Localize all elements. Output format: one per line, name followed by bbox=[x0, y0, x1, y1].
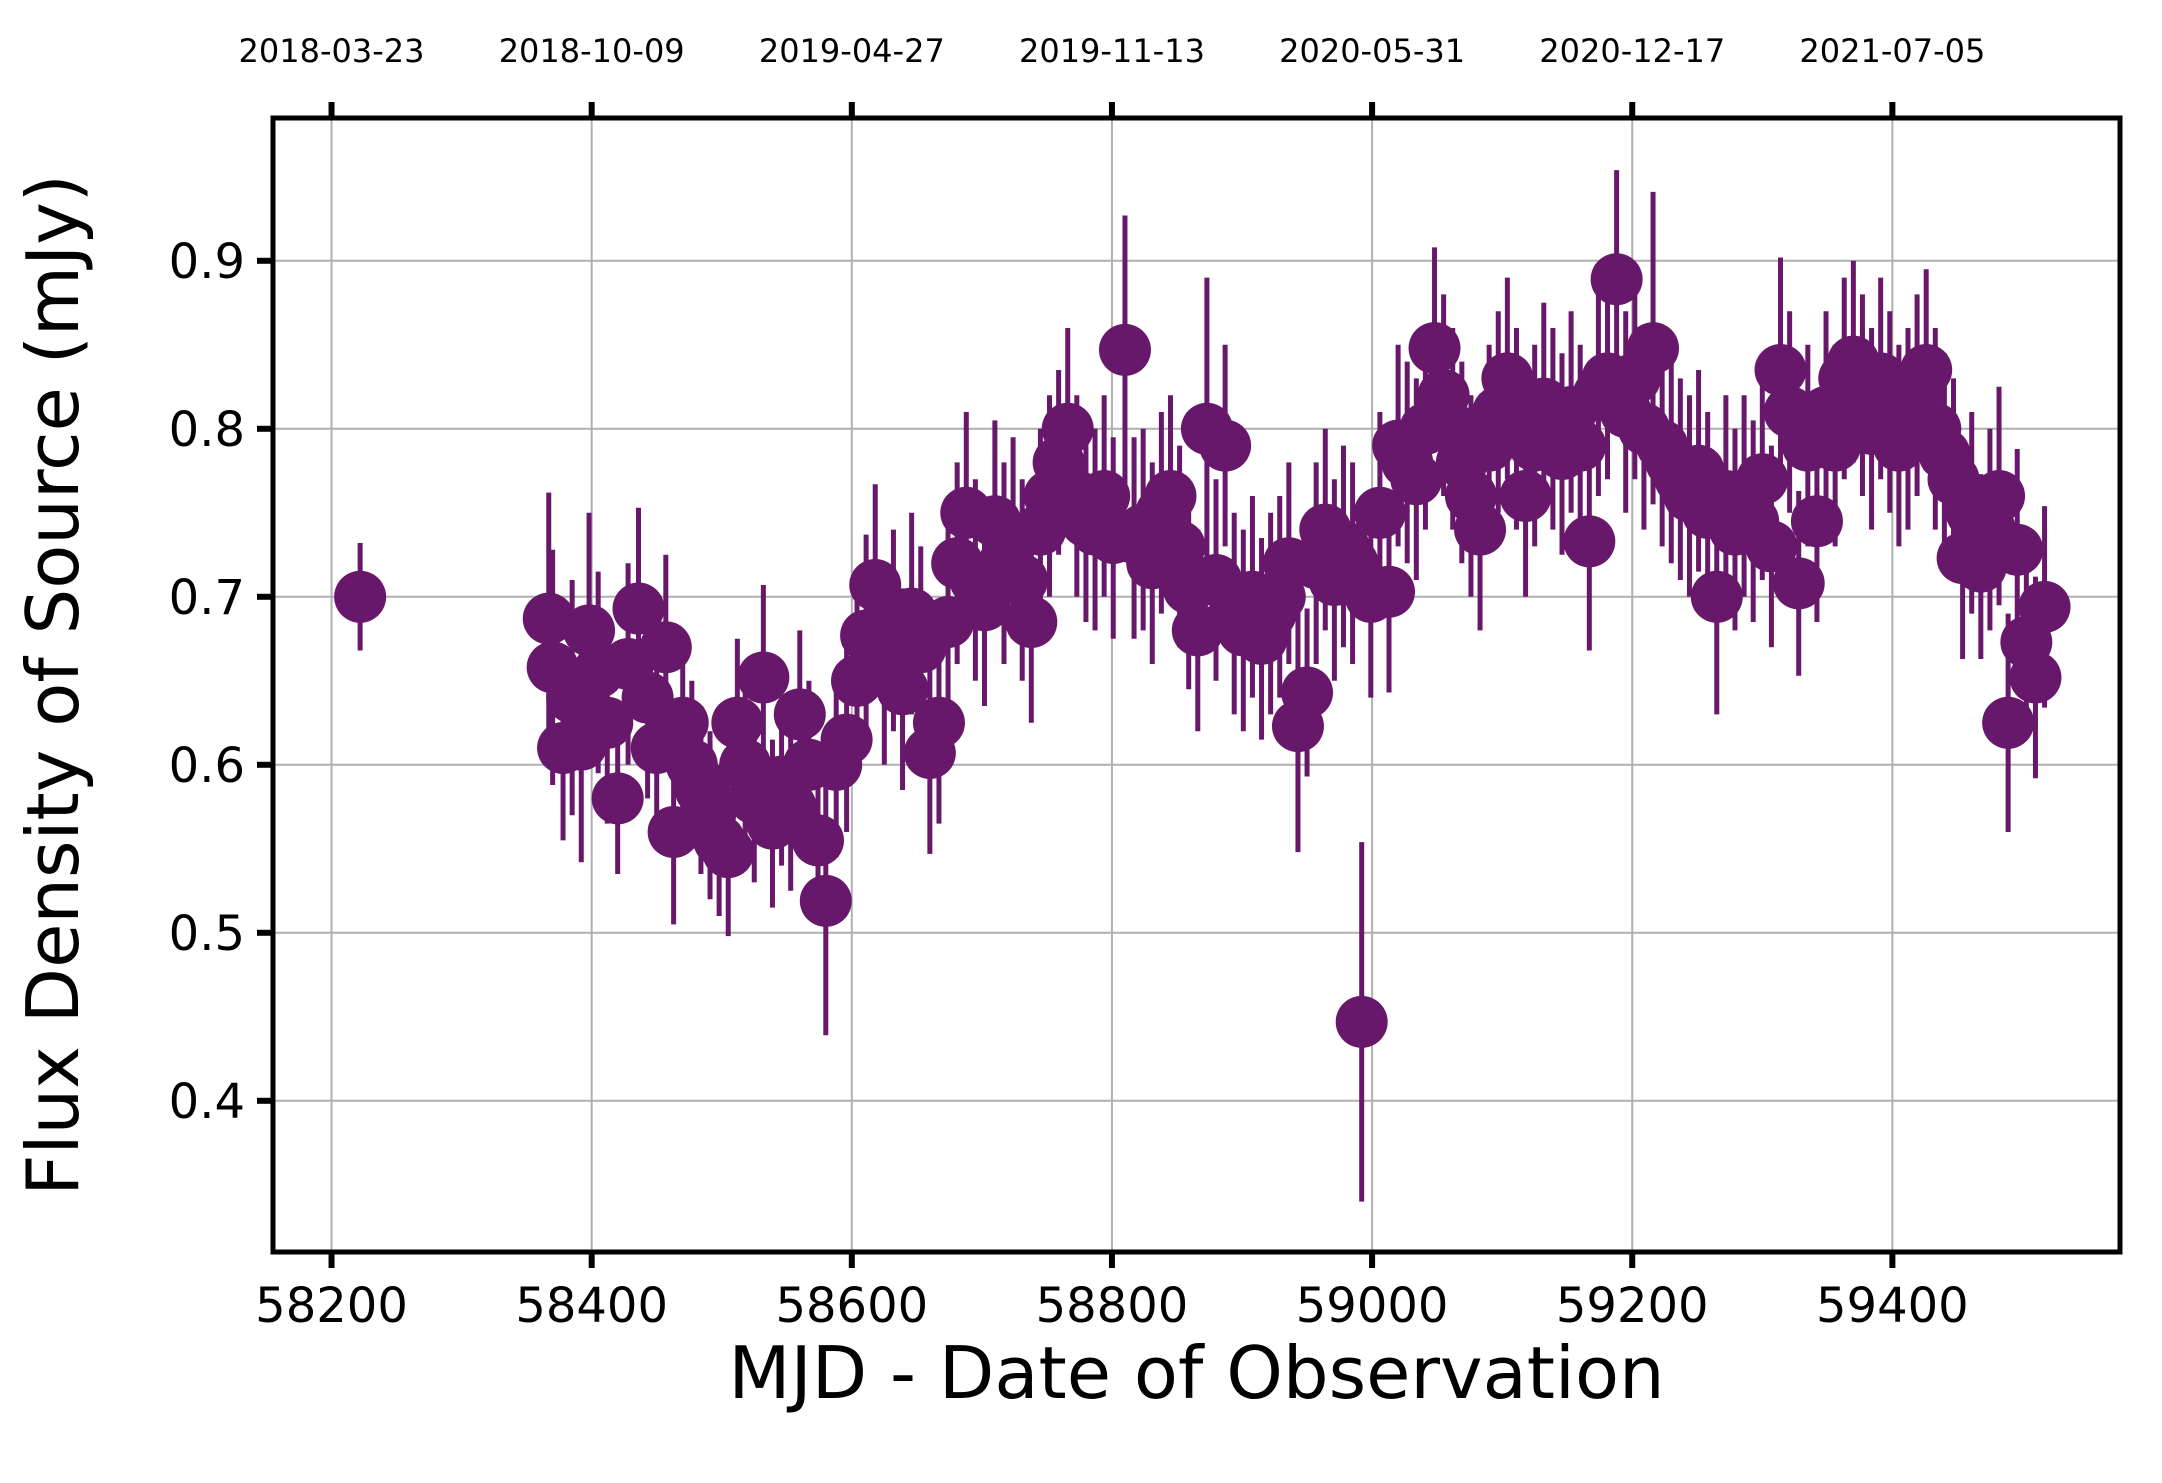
x-tick-label-3: 58800 bbox=[1036, 1278, 1189, 1334]
y-tick-label-3: 0.7 bbox=[169, 570, 245, 626]
y-tick-label-5: 0.9 bbox=[169, 234, 245, 290]
x-axis-label: MJD - Date of Observation bbox=[728, 1331, 1664, 1415]
data-point-11 bbox=[612, 582, 665, 635]
data-point-31 bbox=[791, 814, 844, 867]
data-point-6 bbox=[563, 604, 616, 657]
data-point-62 bbox=[1078, 470, 1131, 522]
y-axis-label: Flux Density of Source (mJy) bbox=[11, 174, 95, 1196]
data-point-75 bbox=[1199, 419, 1252, 472]
x-tick-label-5: 59200 bbox=[1556, 1278, 1709, 1334]
data-point-49 bbox=[958, 579, 1011, 632]
data-point-162 bbox=[1991, 523, 2044, 576]
x-tick-label-0: 58200 bbox=[255, 1278, 408, 1334]
top-date-tick-labels: 2018-03-23 2018-10-09 2019-04-27 2019-11-13… bbox=[239, 32, 1986, 70]
data-point-103 bbox=[1454, 503, 1507, 556]
data-point-129 bbox=[1690, 570, 1743, 623]
data-point-122 bbox=[1627, 322, 1680, 375]
top-tick-label-3: 2019-11-13 bbox=[1019, 32, 1205, 70]
data-point-37 bbox=[849, 559, 902, 612]
data-point-8 bbox=[581, 696, 634, 749]
y-tick-label-2: 0.6 bbox=[169, 738, 245, 794]
data-point-106 bbox=[1481, 352, 1534, 405]
data-point-140 bbox=[1790, 495, 1843, 548]
x-tick-label-1: 58400 bbox=[515, 1278, 668, 1334]
data-point-25 bbox=[737, 651, 790, 704]
data-point-1 bbox=[522, 592, 575, 645]
top-tick-label-4: 2020-05-31 bbox=[1279, 32, 1465, 70]
data-point-136 bbox=[1754, 344, 1807, 396]
data-point-16 bbox=[656, 696, 709, 749]
data-point-34 bbox=[820, 713, 873, 766]
x-tick-labels: 58200 58400 58600 58800 59000 59200 59400 bbox=[255, 1278, 1969, 1334]
data-point-9 bbox=[591, 772, 644, 825]
data-point-44 bbox=[912, 696, 965, 749]
data-point-0 bbox=[334, 570, 387, 623]
y-tick-label-0: 0.4 bbox=[169, 1074, 245, 1130]
data-point-22 bbox=[711, 696, 764, 749]
plot-frame bbox=[270, 115, 2123, 1255]
data-point-164 bbox=[2009, 651, 2062, 704]
data-point-160 bbox=[1973, 470, 2026, 522]
data-point-14 bbox=[639, 621, 692, 674]
top-tick-label-1: 2018-10-09 bbox=[499, 32, 685, 70]
top-tick-label-2: 2019-04-27 bbox=[759, 32, 945, 70]
tick-marks bbox=[257, 102, 1896, 1268]
x-tick-label-6: 59400 bbox=[1816, 1278, 1969, 1334]
data-point-58 bbox=[1041, 402, 1094, 455]
y-tick-label-4: 0.8 bbox=[169, 402, 245, 458]
data-point-135 bbox=[1745, 520, 1798, 573]
data-point-118 bbox=[1590, 253, 1643, 306]
data-point-134 bbox=[1736, 453, 1789, 506]
data-point-29 bbox=[773, 688, 826, 741]
data-point-138 bbox=[1772, 557, 1825, 610]
data-point-70 bbox=[1153, 520, 1206, 573]
data-point-40 bbox=[876, 663, 929, 716]
data-point-108 bbox=[1499, 470, 1552, 522]
y-tick-labels: 0.4 0.5 0.6 0.7 0.8 0.9 bbox=[169, 234, 245, 1130]
top-tick-label-6: 2021-07-05 bbox=[1799, 32, 1985, 70]
data-point-161 bbox=[1982, 696, 2035, 749]
data-point-152 bbox=[1900, 344, 1953, 396]
x-tick-label-4: 59000 bbox=[1296, 1278, 1449, 1334]
data-point-96 bbox=[1390, 453, 1443, 506]
y-tick-label-1: 0.5 bbox=[169, 906, 245, 962]
top-tick-label-0: 2018-03-23 bbox=[239, 32, 425, 70]
data-point-92 bbox=[1353, 486, 1406, 539]
data-point-93 bbox=[1363, 565, 1416, 618]
data-point-165 bbox=[2018, 580, 2071, 633]
data-point-64 bbox=[1098, 323, 1151, 376]
data-point-54 bbox=[1005, 596, 1058, 648]
data-point-53 bbox=[996, 554, 1049, 606]
data-point-98 bbox=[1408, 322, 1461, 375]
data-point-84 bbox=[1281, 666, 1334, 719]
data-point-115 bbox=[1563, 515, 1616, 568]
data-points bbox=[334, 253, 2071, 1048]
data-point-21 bbox=[702, 826, 755, 879]
top-tick-label-5: 2020-12-17 bbox=[1539, 32, 1725, 70]
data-point-90 bbox=[1335, 995, 1388, 1048]
x-tick-label-2: 58600 bbox=[775, 1278, 928, 1334]
data-point-114 bbox=[1554, 419, 1607, 472]
data-point-32 bbox=[799, 874, 852, 927]
data-point-69 bbox=[1144, 470, 1197, 522]
